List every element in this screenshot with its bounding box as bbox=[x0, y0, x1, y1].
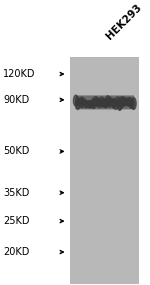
Ellipse shape bbox=[91, 98, 96, 109]
Ellipse shape bbox=[123, 99, 128, 106]
Ellipse shape bbox=[79, 97, 84, 108]
Ellipse shape bbox=[97, 99, 102, 107]
Ellipse shape bbox=[73, 95, 78, 106]
Ellipse shape bbox=[109, 99, 114, 105]
Ellipse shape bbox=[125, 98, 130, 106]
Ellipse shape bbox=[87, 100, 92, 108]
Ellipse shape bbox=[93, 97, 98, 106]
Ellipse shape bbox=[81, 99, 86, 105]
Ellipse shape bbox=[111, 99, 116, 108]
Ellipse shape bbox=[83, 100, 88, 108]
Ellipse shape bbox=[101, 99, 106, 107]
Ellipse shape bbox=[95, 98, 100, 107]
Text: 35KD: 35KD bbox=[3, 188, 30, 198]
Ellipse shape bbox=[99, 97, 104, 106]
Ellipse shape bbox=[89, 101, 94, 108]
Ellipse shape bbox=[77, 99, 82, 106]
Ellipse shape bbox=[127, 97, 132, 107]
Ellipse shape bbox=[107, 97, 112, 107]
Text: 50KD: 50KD bbox=[3, 146, 30, 156]
Ellipse shape bbox=[103, 99, 108, 108]
Text: 120KD: 120KD bbox=[3, 69, 36, 79]
Ellipse shape bbox=[115, 97, 120, 107]
Text: 20KD: 20KD bbox=[3, 247, 30, 257]
Ellipse shape bbox=[113, 99, 118, 109]
FancyBboxPatch shape bbox=[75, 95, 134, 109]
Ellipse shape bbox=[85, 101, 90, 107]
Ellipse shape bbox=[121, 97, 126, 106]
Ellipse shape bbox=[131, 98, 136, 109]
Ellipse shape bbox=[119, 97, 124, 108]
Text: 25KD: 25KD bbox=[3, 216, 30, 226]
Ellipse shape bbox=[75, 97, 80, 109]
Ellipse shape bbox=[129, 99, 134, 108]
Ellipse shape bbox=[105, 96, 110, 107]
Bar bbox=[70, 57, 139, 284]
Ellipse shape bbox=[117, 98, 122, 110]
Text: HEK293: HEK293 bbox=[105, 2, 144, 41]
Text: 90KD: 90KD bbox=[3, 95, 30, 105]
